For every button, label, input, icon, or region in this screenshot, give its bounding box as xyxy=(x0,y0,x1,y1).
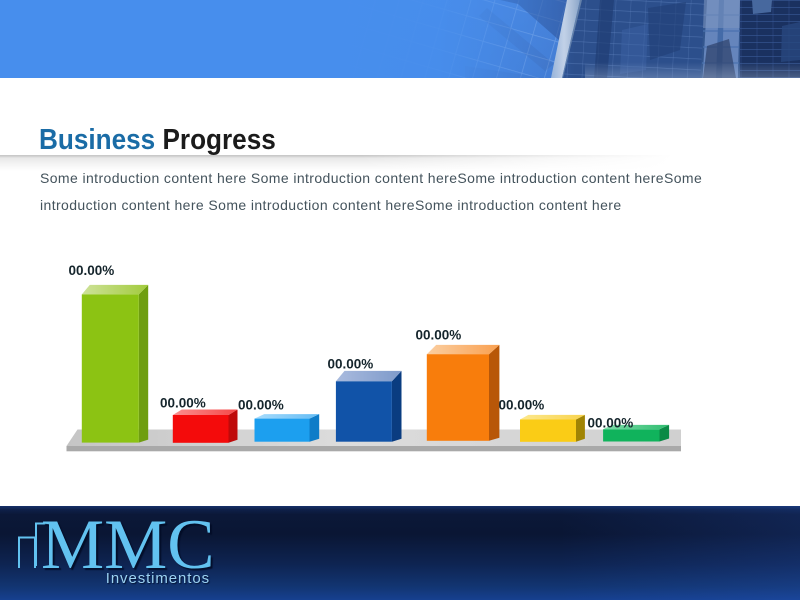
svg-text:00.00%: 00.00% xyxy=(499,398,545,413)
svg-text:00.00%: 00.00% xyxy=(160,395,206,410)
svg-text:00.00%: 00.00% xyxy=(328,357,374,372)
svg-text:00.00%: 00.00% xyxy=(238,397,284,412)
svg-text:00.00%: 00.00% xyxy=(69,263,115,278)
svg-text:00.00%: 00.00% xyxy=(588,415,634,430)
svg-text:00.00%: 00.00% xyxy=(416,327,462,342)
